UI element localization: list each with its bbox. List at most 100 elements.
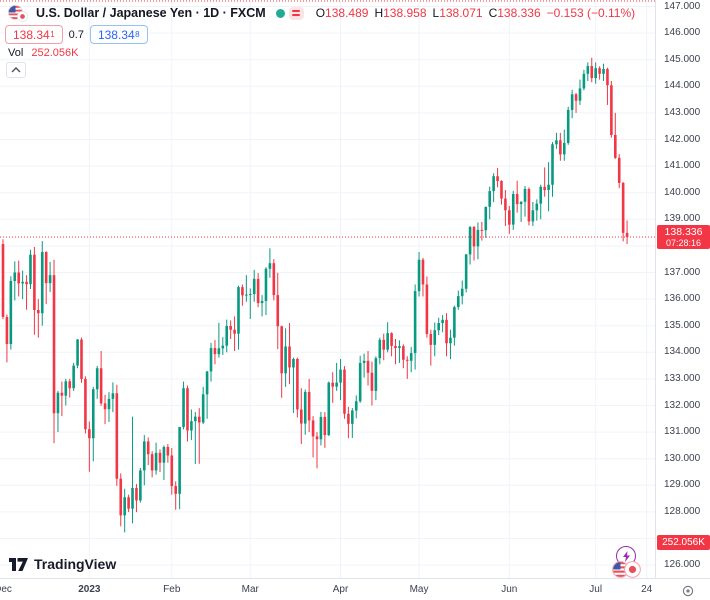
candle-body (13, 272, 17, 282)
candle-body (527, 188, 531, 222)
price-tick: 133.000 (664, 372, 701, 384)
time-tick-Mar: Mar (241, 584, 259, 595)
tradingview-mark-icon (8, 556, 29, 572)
circle-dot-icon (682, 585, 694, 597)
candle-body (594, 68, 597, 79)
candle-body (598, 68, 601, 74)
price-axis[interactable]: 138.336 07:28:16 252.056K 147.000 146.000… (655, 0, 710, 578)
price-tick: 140.000 (664, 186, 701, 198)
price-tick: 139.000 (664, 213, 701, 225)
trade-panel: 138.34 1 0.7 138.34 8 (5, 25, 148, 44)
price-tick: 136.000 (664, 293, 701, 305)
volume-label: Vol (8, 47, 24, 59)
candle-body (237, 287, 240, 334)
candle-body (508, 210, 511, 225)
low-value: 138.071 (439, 6, 483, 20)
last-price-value: 138.336 (664, 225, 703, 238)
change-value: −0.153 (−0.11%) (546, 6, 636, 20)
candle-body (205, 371, 209, 395)
bar-countdown: 07:28:16 (665, 237, 702, 248)
candle-body (566, 109, 570, 143)
candle-body (154, 452, 158, 471)
candlestick-chart[interactable] (0, 0, 655, 578)
candle-body (68, 381, 72, 389)
candle-body (319, 416, 323, 440)
buy-button[interactable]: 138.34 8 (89, 25, 148, 44)
symbol-title[interactable]: U.S. Dollar / Japanese Yen · 1D · FXCM (36, 6, 266, 20)
candle-body (602, 69, 605, 74)
candle-body (523, 188, 527, 202)
candle-body (21, 281, 24, 284)
candle-body (433, 330, 437, 345)
candle-body (382, 339, 386, 350)
candle-body (221, 345, 225, 349)
chart-pane[interactable] (0, 0, 655, 578)
timezone-button[interactable] (682, 584, 694, 600)
candle-body (500, 180, 503, 199)
candle-body (358, 362, 362, 402)
candle-body (123, 497, 126, 516)
high-label: H (374, 6, 384, 20)
time-axis[interactable]: Dec 2023 Feb Mar Apr May Jun Jul 24 (0, 578, 710, 600)
candle-body (29, 254, 32, 285)
candle-body (272, 263, 276, 296)
candle-body (378, 339, 382, 359)
candle-body (335, 382, 338, 387)
candle-body (535, 203, 539, 211)
collapse-legend-button[interactable] (6, 62, 26, 78)
candle-body (327, 382, 331, 436)
candle-body (300, 409, 303, 424)
candle-body (402, 346, 405, 360)
price-tick: 131.000 (664, 426, 701, 438)
candle-body (248, 294, 252, 296)
candle-body (256, 278, 260, 304)
time-tick-Apr: Apr (332, 584, 349, 595)
market-status-dot-icon[interactable] (275, 8, 285, 18)
ohlc-values: O138.489 H138.958 L138.071 C138.336 −0.1… (316, 6, 635, 20)
volume-legend: Vol 252.056K (8, 47, 78, 59)
candle-body (445, 319, 448, 344)
price-tick: 142.000 (664, 133, 701, 145)
price-tick: 137.000 (664, 266, 701, 278)
candle-body (570, 94, 574, 110)
candle-body (107, 398, 111, 410)
delayed-data-icon[interactable] (288, 6, 304, 20)
sell-price-sup: 1 (50, 29, 55, 39)
candle-body (539, 186, 543, 204)
candle-body (99, 368, 103, 404)
boost-button[interactable] (616, 546, 636, 566)
tradingview-logo[interactable]: TradingView (8, 556, 116, 572)
candle-body (449, 337, 452, 344)
candle-body (25, 281, 28, 285)
candle-body (174, 486, 177, 494)
candle-body (453, 307, 456, 338)
candle-body (182, 388, 185, 428)
candle-body (162, 446, 166, 463)
candle-body (229, 325, 232, 330)
candle-body (417, 259, 421, 292)
candle-body (178, 427, 181, 494)
candle-body (233, 329, 236, 334)
candle-body (166, 446, 170, 456)
candle-body (398, 346, 401, 349)
candle-body (146, 441, 150, 455)
sell-button[interactable]: 138.34 1 (5, 25, 63, 44)
candle-body (590, 66, 594, 79)
candle-body (5, 316, 9, 345)
candle-body (276, 295, 280, 327)
candle-body (621, 182, 625, 233)
candle-body (44, 252, 48, 284)
candle-body (213, 348, 217, 355)
candle-body (209, 348, 213, 372)
candle-body (103, 403, 107, 410)
close-label: C (488, 6, 498, 20)
candle-body (190, 421, 193, 431)
time-tick-Jul: Jul (589, 584, 603, 595)
candle-body (354, 401, 358, 411)
price-tick: 129.000 (664, 479, 701, 491)
price-tick: 146.000 (664, 27, 701, 39)
candle-body (347, 413, 350, 424)
candle-body (386, 333, 389, 350)
candle-body (366, 360, 370, 373)
symbol-flags-icon (8, 4, 30, 22)
